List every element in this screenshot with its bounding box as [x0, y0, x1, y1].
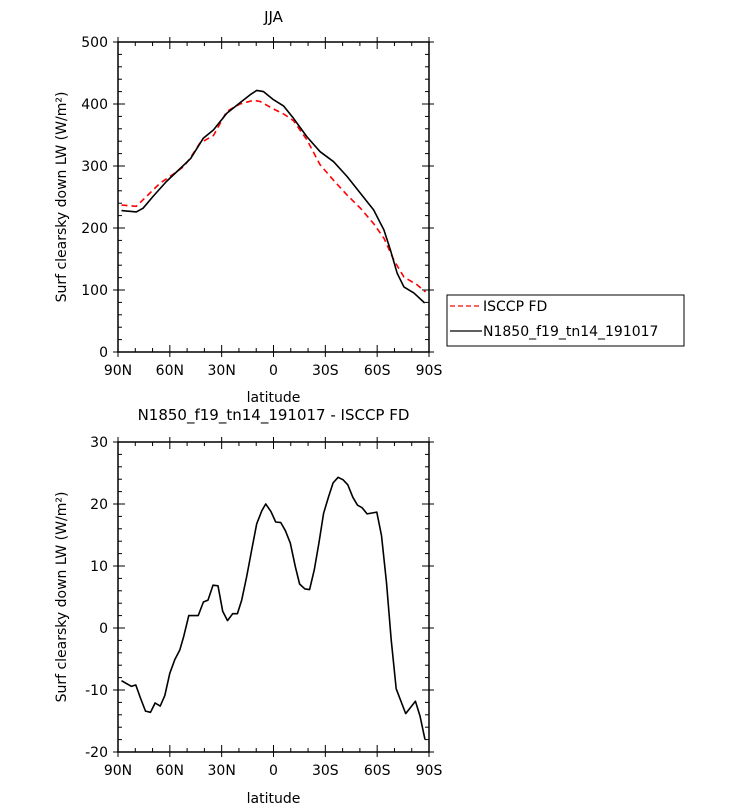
- series-line-difference: [121, 476, 426, 740]
- y-tick-label: -20: [85, 745, 108, 761]
- x-tick-label: 30S: [312, 363, 339, 379]
- y-axis-label: Surf clearsky down LW (W/m²): [54, 492, 70, 703]
- x-axis-label: latitude: [247, 791, 301, 807]
- x-tick-label: 90S: [416, 363, 443, 379]
- x-tick-label: 90N: [104, 363, 132, 379]
- x-tick-label: 90N: [104, 763, 132, 779]
- y-tick-label: 10: [90, 559, 108, 575]
- chart-title: N1850_f19_tn14_191017 - ISCCP FD: [138, 406, 410, 425]
- top-panel-jja: 90N 60N 30N 0 30S 60S 90S 0 100 200 300 400 500 JJA la…: [54, 8, 442, 406]
- y-axis-label: Surf clearsky down LW (W/m²): [54, 92, 70, 303]
- legend: ISCCP FD N1850_f19_tn14_191017: [446, 294, 685, 347]
- x-tick-label: 60S: [364, 363, 391, 379]
- series-line-isccp-fd: [121, 99, 427, 293]
- bottom-panel-difference: 90N 60N 30N 0 30S 60S 90S -20 -10 0 10 20 30 N1850_f1…: [54, 406, 442, 807]
- x-tick-label: 90S: [416, 763, 443, 779]
- y-tick-label: 20: [90, 497, 108, 513]
- y-tick-label: 300: [81, 159, 108, 175]
- x-tick-label: 60N: [156, 363, 184, 379]
- y-tick-label: 0: [99, 345, 108, 361]
- x-tick-label: 0: [269, 363, 278, 379]
- y-tick-label: 100: [81, 283, 108, 299]
- y-tick-label: 400: [81, 97, 108, 113]
- chart-title: JJA: [263, 8, 284, 26]
- series-line-n1850-f19-tn14-191017: [121, 89, 426, 304]
- y-tick-label: 500: [81, 35, 108, 51]
- legend-label-model: N1850_f19_tn14_191017: [483, 324, 658, 340]
- plot-frame: [117, 441, 430, 753]
- x-tick-label: 0: [269, 763, 278, 779]
- x-axis-label: latitude: [247, 390, 301, 406]
- y-tick-label: 0: [99, 621, 108, 637]
- x-tick-label: 60S: [364, 763, 391, 779]
- legend-box: [446, 294, 685, 347]
- y-tick-label: 30: [90, 435, 108, 451]
- x-tick-label: 60N: [156, 763, 184, 779]
- y-tick-label: -10: [85, 683, 108, 699]
- plot-frame: [117, 41, 430, 353]
- legend-label-isccp: ISCCP FD: [483, 299, 547, 315]
- x-tick-label: 30N: [208, 763, 236, 779]
- y-tick-label: 200: [81, 221, 108, 237]
- x-tick-label: 30N: [208, 363, 236, 379]
- x-tick-label: 30S: [312, 763, 339, 779]
